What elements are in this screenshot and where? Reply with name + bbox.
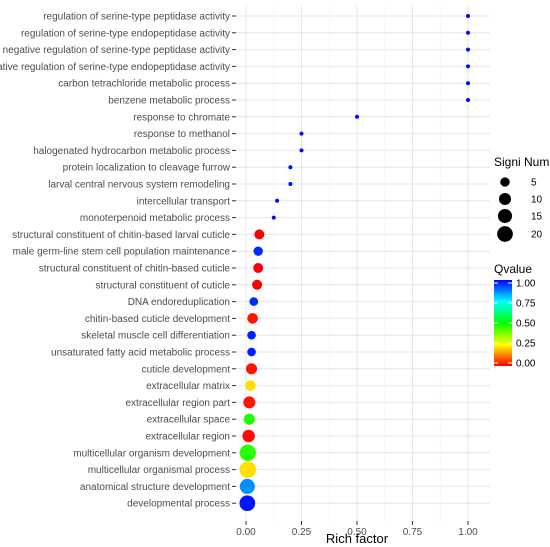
size-legend-label: 10 (531, 195, 543, 206)
y-tick-label: extracellular region (146, 432, 231, 443)
grid-lines (236, 6, 490, 521)
y-tick-label: structural constituent of chitin-based l… (12, 230, 230, 241)
y-tick-label: negative regulation of serine-type endop… (0, 62, 230, 73)
size-legend-key (497, 226, 513, 242)
color-legend: Qvalue 1.00 0.75 0.50 0.25 0.00 (494, 262, 536, 370)
y-tick-label: developmental process (127, 499, 230, 510)
color-legend-label: 0.25 (516, 339, 536, 350)
color-legend-label: 0.00 (516, 359, 536, 370)
data-point (247, 330, 256, 340)
data-point (466, 81, 470, 86)
y-tick-label: response to chromate (133, 112, 230, 123)
color-legend-bar (494, 280, 512, 366)
x-tick-label: 0.75 (403, 527, 423, 538)
y-tick-label: regulation of serine-type peptidase acti… (43, 12, 230, 23)
data-point (249, 297, 259, 306)
y-tick-label: protein localization to cleavage furrow (63, 163, 231, 174)
x-tick-label: 0.25 (292, 527, 312, 538)
y-tick-label: chitin-based cuticle development (85, 314, 230, 325)
size-legend-key (497, 208, 513, 224)
data-point (243, 413, 255, 425)
y-axis-labels: regulation of serine-type peptidase acti… (0, 12, 236, 510)
data-points (239, 14, 470, 512)
data-point (299, 148, 304, 153)
y-tick-label: unsaturated fatty acid metabolic process (51, 348, 230, 359)
data-point (247, 313, 258, 324)
data-point (271, 215, 276, 220)
size-legend-key (500, 177, 510, 187)
y-tick-label: carbon tetrachloride metabolic process (58, 79, 230, 90)
data-point (245, 380, 256, 391)
data-point (253, 263, 264, 273)
data-point (239, 461, 257, 478)
size-legend-label: 15 (531, 212, 543, 223)
y-tick-label: male germ-line stem cell population main… (13, 247, 231, 258)
y-tick-label: extracellular space (147, 415, 231, 426)
y-tick-label: benzene metabolic process (108, 96, 230, 107)
y-tick-label: negative regulation of serine-type pepti… (3, 45, 230, 56)
y-tick-label: skeletal muscle cell differentiation (81, 331, 230, 342)
x-tick-label: 0.00 (236, 527, 256, 538)
y-tick-label: intercellular transport (137, 196, 231, 207)
y-tick-label: monoterpenoid metabolic process (80, 213, 230, 224)
y-tick-label: response to methanol (134, 129, 230, 140)
y-tick-label: extracellular region part (126, 398, 231, 409)
data-point (466, 30, 470, 35)
data-point (288, 165, 293, 170)
data-point (252, 279, 263, 290)
y-tick-label: multicellular organismal process (88, 465, 230, 476)
size-legend-label: 5 (531, 178, 537, 189)
color-legend-label: 0.75 (516, 299, 536, 310)
data-point (355, 114, 359, 119)
data-point (288, 182, 293, 186)
data-point (254, 229, 265, 240)
x-axis: 0.00 0.25 0.50 0.75 1.00 (236, 521, 478, 538)
data-point (275, 198, 280, 203)
data-point (253, 246, 263, 256)
data-point (466, 64, 470, 69)
data-point (239, 444, 256, 461)
data-point (239, 478, 255, 494)
data-point (466, 14, 470, 18)
y-tick-label: structural constituent of cuticle (95, 280, 230, 291)
data-point (247, 347, 256, 357)
y-tick-label: halogenated hydrocarbon metabolic proces… (33, 146, 230, 157)
y-tick-label: structural constituent of chitin-based c… (39, 264, 231, 275)
color-legend-label: 1.00 (516, 279, 536, 290)
data-point (239, 495, 256, 512)
data-point (466, 98, 470, 102)
y-tick-label: multicellular organism development (73, 448, 230, 459)
y-tick-label: extracellular matrix (146, 381, 230, 392)
color-legend-label: 0.50 (516, 319, 536, 330)
size-legend: Signi Num 5 10 15 20 (494, 155, 549, 242)
data-point (299, 131, 304, 136)
y-tick-label: DNA endoreduplication (128, 297, 230, 308)
color-legend-title: Qvalue (494, 262, 532, 276)
y-tick-label: anatomical structure development (80, 482, 230, 493)
data-point (242, 429, 255, 443)
size-legend-key (498, 192, 512, 206)
data-point (466, 47, 470, 52)
data-point (243, 396, 256, 409)
y-tick-label: cuticle development (142, 364, 231, 375)
x-axis-title: Rich factor (326, 531, 389, 546)
size-legend-title: Signi Num (494, 155, 549, 169)
x-tick-label: 0.50 (347, 527, 367, 538)
plot-panel (236, 6, 490, 521)
y-tick-label: larval central nervous system remodeling (48, 180, 230, 191)
y-tick-label: regulation of serine-type endopeptidase … (21, 28, 230, 39)
x-tick-label: 1.00 (458, 527, 478, 538)
data-point (246, 363, 258, 375)
size-legend-label: 20 (531, 230, 543, 241)
